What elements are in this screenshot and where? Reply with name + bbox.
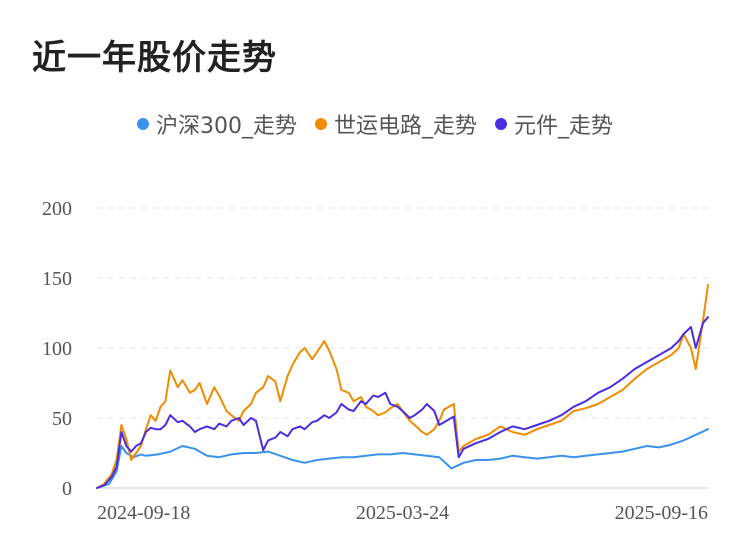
- y-tick-label: 0: [62, 478, 72, 500]
- y-tick-label: 50: [52, 408, 72, 430]
- series-line-2: [96, 316, 709, 489]
- legend-item-yuanjian[interactable]: 元件_走势: [495, 108, 613, 140]
- legend-dot-hs300: [136, 118, 149, 130]
- legend-label-yuanjian: 元件_走势: [514, 114, 614, 139]
- legend-dot-shiyun: [314, 118, 327, 130]
- legend-item-hs300[interactable]: 沪深300_走势: [136, 108, 297, 140]
- legend-label-shiyun: 世运电路_走势: [333, 114, 477, 139]
- legend-dot-yuanjian: [495, 118, 507, 130]
- page-title: 近一年股价走势: [32, 38, 277, 78]
- x-tick-label: 2024-09-18: [97, 502, 190, 524]
- series-line-1: [96, 284, 709, 489]
- legend-label-hs300: 沪深300_走势: [155, 114, 297, 139]
- y-tick-label: 200: [42, 198, 72, 220]
- chart-legend: 沪深300_走势 世运电路_走势 元件_走势: [0, 108, 750, 140]
- y-tick-label: 100: [42, 338, 72, 360]
- x-tick-label: 2025-03-24: [356, 502, 449, 524]
- legend-item-shiyun[interactable]: 世运电路_走势: [314, 108, 477, 140]
- series-line-0: [96, 428, 709, 489]
- y-tick-label: 150: [42, 268, 72, 290]
- x-tick-label: 2025-09-16: [615, 502, 708, 524]
